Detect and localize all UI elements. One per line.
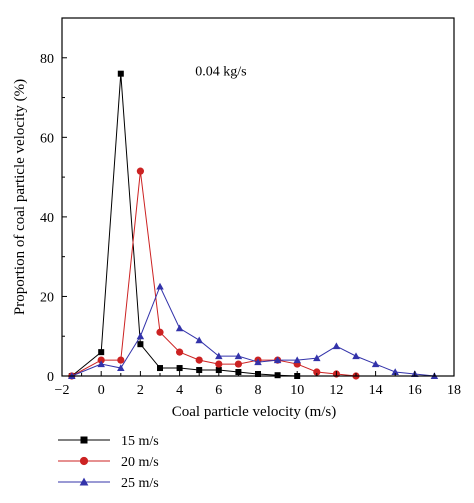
data-point-square bbox=[98, 349, 105, 356]
x-tick-label: 16 bbox=[408, 383, 422, 398]
data-point-circle bbox=[313, 368, 321, 376]
data-point-square bbox=[176, 365, 183, 372]
x-tick-label: −2 bbox=[55, 383, 70, 398]
y-tick-label: 80 bbox=[40, 52, 54, 67]
data-point-circle bbox=[234, 360, 242, 368]
legend-label: 25 m/s bbox=[121, 476, 159, 491]
data-point-circle bbox=[136, 167, 144, 175]
legend-label: 20 m/s bbox=[121, 455, 159, 470]
data-point-circle bbox=[97, 356, 105, 364]
series-1 bbox=[68, 167, 360, 380]
y-tick-label: 20 bbox=[40, 290, 54, 305]
data-point-triangle bbox=[293, 356, 301, 364]
data-point-triangle bbox=[313, 354, 321, 362]
data-point-triangle bbox=[117, 364, 125, 372]
series-line bbox=[71, 171, 357, 377]
data-point-triangle bbox=[332, 342, 341, 350]
x-tick-label: 14 bbox=[369, 383, 383, 398]
data-point-triangle bbox=[391, 368, 399, 376]
data-point-triangle bbox=[79, 477, 89, 486]
data-point-triangle bbox=[156, 282, 164, 290]
data-point-triangle bbox=[215, 352, 223, 360]
data-point-triangle bbox=[254, 358, 262, 366]
data-point-square bbox=[215, 367, 222, 374]
data-point-triangle bbox=[97, 360, 105, 368]
x-tick-label: 18 bbox=[447, 383, 461, 398]
legend-label: 15 m/s bbox=[121, 434, 159, 449]
y-tick-label: 60 bbox=[40, 131, 54, 146]
legend-item: 20 m/s bbox=[58, 455, 159, 470]
y-tick-label: 40 bbox=[40, 211, 54, 226]
data-point-circle bbox=[79, 456, 89, 466]
x-tick-label: 2 bbox=[137, 383, 144, 398]
plot-area bbox=[68, 70, 439, 380]
y-tick-label: 0 bbox=[47, 370, 54, 385]
data-point-square bbox=[157, 365, 163, 372]
data-point-square bbox=[80, 436, 88, 444]
data-point-triangle bbox=[175, 324, 184, 332]
data-point-square bbox=[117, 70, 124, 77]
chart-annotation: 0.04 kg/s bbox=[195, 65, 246, 80]
x-tick-label: 12 bbox=[329, 383, 343, 398]
legend-item: 25 m/s bbox=[58, 476, 159, 491]
data-point-triangle bbox=[371, 360, 380, 368]
data-point-circle bbox=[176, 348, 184, 356]
legend-item: 15 m/s bbox=[58, 434, 159, 449]
data-point-triangle bbox=[273, 356, 282, 364]
x-axis-label: Coal particle velocity (m/s) bbox=[172, 404, 337, 420]
series-0 bbox=[68, 70, 301, 379]
x-axis: −2 0 2 4 6 8 10 12 14 16 18 bbox=[55, 371, 461, 398]
data-point-circle bbox=[117, 356, 125, 364]
data-point-triangle bbox=[195, 336, 203, 344]
series-line bbox=[71, 73, 298, 377]
data-point-triangle bbox=[234, 352, 243, 360]
data-point-square bbox=[196, 367, 203, 374]
data-point-triangle bbox=[352, 352, 360, 360]
data-point-triangle bbox=[136, 332, 145, 340]
y-axis-label: Proportion of coal particle velocity (%) bbox=[12, 79, 28, 315]
series-2 bbox=[68, 282, 439, 379]
data-point-circle bbox=[156, 328, 164, 336]
data-point-circle bbox=[215, 360, 223, 368]
x-tick-label: 4 bbox=[176, 383, 183, 398]
data-point-square bbox=[235, 369, 242, 376]
legend: 15 m/s 20 m/s 25 m/s bbox=[58, 434, 159, 491]
x-tick-label: 6 bbox=[215, 383, 222, 398]
x-tick-label: 8 bbox=[255, 383, 262, 398]
data-point-square bbox=[137, 341, 144, 348]
series-line bbox=[71, 285, 435, 377]
x-tick-label: 10 bbox=[290, 383, 304, 398]
data-point-circle bbox=[195, 356, 203, 364]
y-axis: 0 20 40 60 80 bbox=[40, 17, 67, 385]
x-tick-label: 0 bbox=[98, 383, 105, 398]
